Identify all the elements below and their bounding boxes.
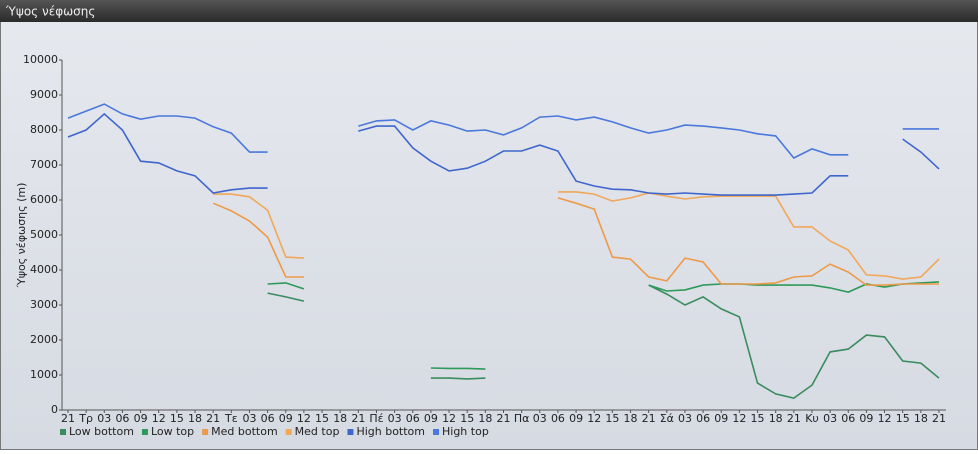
x-tick-label: Πα <box>514 412 530 425</box>
x-tick-label: 09 <box>279 412 293 425</box>
legend-label: Med top <box>295 425 340 438</box>
x-tick-label: 09 <box>569 412 583 425</box>
x-tick-label: 06 <box>261 412 275 425</box>
x-tick-label: 18 <box>333 412 347 425</box>
x-tick-label: 15 <box>896 412 910 425</box>
legend-label: High top <box>442 425 489 438</box>
legend-swatch <box>433 429 439 435</box>
x-tick-label: Κυ <box>805 412 819 425</box>
y-axis-label: Ύψος νέφωσης (m) <box>15 183 28 289</box>
series-line <box>67 103 939 160</box>
x-tick-label: Τρ <box>78 412 93 425</box>
x-tick-label: 12 <box>587 412 601 425</box>
x-tick-label: Πέ <box>369 412 383 425</box>
y-tick-label: 1000 <box>30 368 58 381</box>
y-tick-label: 4000 <box>30 263 58 276</box>
x-tick-label: 21 <box>787 412 801 425</box>
x-tick-label: 03 <box>242 412 256 425</box>
series-line <box>267 284 940 399</box>
x-tick-label: 03 <box>678 412 692 425</box>
x-tick-label: 12 <box>732 412 746 425</box>
y-tick-label: 2000 <box>30 333 58 346</box>
x-tick-label: 12 <box>297 412 311 425</box>
x-tick-label: 15 <box>460 412 474 425</box>
y-tick-label: 10000 <box>23 53 58 66</box>
x-tick-label: 06 <box>406 412 420 425</box>
x-tick-label: 12 <box>878 412 892 425</box>
header <box>0 0 978 22</box>
legend-label: Low bottom <box>69 425 134 438</box>
x-tick-label: 21 <box>642 412 656 425</box>
x-tick-label: 06 <box>551 412 565 425</box>
y-tick-label: 6000 <box>30 193 58 206</box>
x-tick-label: 15 <box>315 412 329 425</box>
series-line <box>213 191 940 280</box>
series-line <box>67 112 940 196</box>
series-line <box>212 197 939 286</box>
x-tick-label: 06 <box>841 412 855 425</box>
x-tick-label: 06 <box>115 412 129 425</box>
legend-label: High bottom <box>356 425 425 438</box>
x-tick-label: 15 <box>751 412 765 425</box>
x-tick-label: 09 <box>859 412 873 425</box>
legend-swatch <box>202 429 209 435</box>
series-line <box>267 281 940 370</box>
y-tick-label: 8000 <box>30 123 58 136</box>
legend-label: Med bottom <box>211 425 278 438</box>
x-tick-label: 09 <box>134 412 148 425</box>
x-tick-label: 03 <box>533 412 547 425</box>
legend-swatch <box>141 429 148 435</box>
x-tick-label: 12 <box>152 412 166 425</box>
y-tick-label: 9000 <box>30 88 58 101</box>
y-tick-label: 0 <box>51 403 58 416</box>
y-tick-label: 7000 <box>30 158 58 171</box>
x-tick-label: 21 <box>206 412 220 425</box>
x-tick-label: 03 <box>823 412 837 425</box>
x-tick-label: 03 <box>97 412 111 425</box>
x-tick-label: 21 <box>351 412 365 425</box>
x-tick-label: Τε <box>224 412 238 425</box>
legend-swatch <box>347 429 354 435</box>
y-tick-label: 3000 <box>30 298 58 311</box>
x-tick-label: 18 <box>188 412 202 425</box>
x-tick-label: 15 <box>605 412 619 425</box>
x-tick-label: 09 <box>714 412 728 425</box>
x-tick-label: 21 <box>61 412 75 425</box>
x-tick-label: 18 <box>478 412 492 425</box>
x-tick-label: 09 <box>424 412 438 425</box>
x-tick-label: 03 <box>388 412 402 425</box>
x-tick-label: 18 <box>624 412 638 425</box>
x-tick-label: 15 <box>170 412 184 425</box>
legend-swatch <box>60 429 66 435</box>
x-tick-label: 18 <box>914 412 928 425</box>
y-tick-label: 5000 <box>30 228 58 241</box>
x-tick-label: 21 <box>932 412 946 425</box>
legend-swatch <box>285 429 292 435</box>
x-tick-label: 21 <box>497 412 511 425</box>
x-tick-label: 12 <box>442 412 456 425</box>
x-tick-label: 18 <box>769 412 783 425</box>
legend-label: Low top <box>151 425 194 438</box>
x-tick-label: 06 <box>696 412 710 425</box>
chart-title: Ύψος νέφωσης <box>5 5 95 19</box>
x-tick-label: Σά <box>660 412 674 425</box>
